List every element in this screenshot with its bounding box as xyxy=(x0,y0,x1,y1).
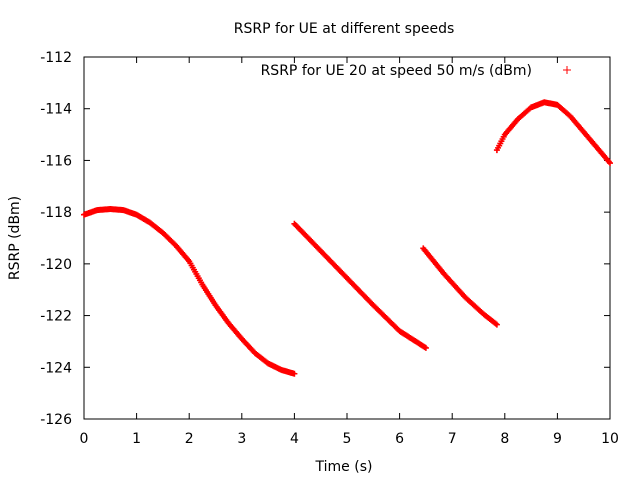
x-tick-label: 1 xyxy=(132,431,141,447)
x-tick-label: 2 xyxy=(185,431,194,447)
x-tick-label: 0 xyxy=(80,431,89,447)
y-tick-label: -118 xyxy=(40,205,72,221)
series-segment xyxy=(420,245,500,328)
y-tick-label: -112 xyxy=(40,50,72,66)
chart-title: RSRP for UE at different speeds xyxy=(234,21,455,37)
legend: RSRP for UE 20 at speed 50 m/s (dBm) xyxy=(261,63,571,79)
series-markers xyxy=(420,245,500,328)
y-axis: -126 -124 -122 -120 -118 -116 -114 -112 xyxy=(40,50,610,428)
y-tick-label: -116 xyxy=(40,153,72,169)
plot-frame xyxy=(83,56,611,420)
legend-marker xyxy=(563,66,571,74)
series-layer xyxy=(81,99,613,377)
x-tick-label: 10 xyxy=(601,431,619,447)
series-segment xyxy=(81,206,298,377)
series-markers xyxy=(291,220,429,351)
series-segment xyxy=(291,220,429,351)
x-tick-label: 7 xyxy=(448,431,457,447)
x-axis: 0 1 2 3 4 5 6 7 8 9 10 xyxy=(80,57,619,447)
x-tick-label: 8 xyxy=(500,431,509,447)
legend-entry-label: RSRP for UE 20 at speed 50 m/s (dBm) xyxy=(261,63,532,79)
y-axis-label: RSRP (dBm) xyxy=(7,196,23,280)
plot-area xyxy=(83,56,611,420)
x-axis-label: Time (s) xyxy=(315,459,373,475)
x-tick-label: 3 xyxy=(237,431,246,447)
series-segment xyxy=(493,99,613,167)
x-tick-label: 6 xyxy=(395,431,404,447)
x-tick-label: 5 xyxy=(343,431,352,447)
y-tick-label: -120 xyxy=(40,257,72,273)
legend-plus-marker xyxy=(563,66,571,74)
series-markers xyxy=(81,206,298,377)
x-tick-label: 9 xyxy=(553,431,562,447)
series-markers xyxy=(493,99,613,167)
y-tick-label: -114 xyxy=(40,102,72,118)
y-tick-label: -126 xyxy=(40,412,72,428)
y-tick-label: -122 xyxy=(40,309,72,325)
y-tick-label: -124 xyxy=(40,360,72,376)
x-tick-label: 4 xyxy=(290,431,299,447)
